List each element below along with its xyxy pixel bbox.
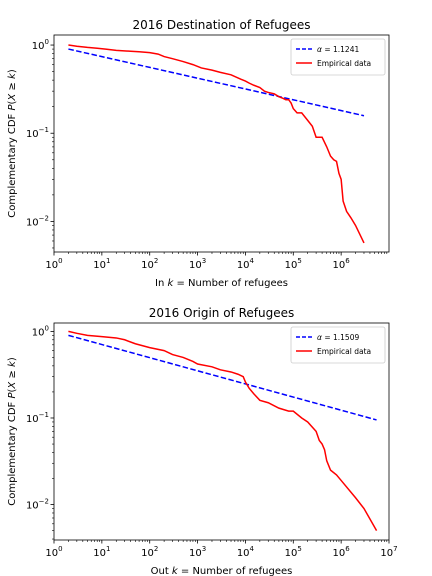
x-tick-label: 102 xyxy=(141,257,158,271)
x-tick-label: 102 xyxy=(141,545,158,559)
y-axis-label: Complementary CDF P(X ≥ k) xyxy=(7,69,18,218)
legend-label: Empirical data xyxy=(317,59,371,68)
y-tick-label: 100 xyxy=(32,38,49,52)
x-axis-label: Out k = Number of refugees xyxy=(151,566,293,576)
power-law-fit-line xyxy=(68,334,377,421)
empirical-data-line xyxy=(68,44,365,244)
x-tick-label: 104 xyxy=(237,257,255,271)
legend-label: α = 1.1509 xyxy=(317,333,359,342)
x-tick-label: 101 xyxy=(93,545,110,559)
legend-label: α = 1.1241 xyxy=(317,45,359,54)
x-tick-label: 106 xyxy=(333,545,351,559)
x-tick-label: 106 xyxy=(333,257,351,271)
legend-box xyxy=(290,38,386,76)
x-tick-label: 105 xyxy=(285,545,302,559)
chart-2: 100 101 102 103 104 105 106 107 100 10−1 10−2 2016 … xyxy=(7,306,398,576)
y-tick-label: 10−2 xyxy=(26,498,49,512)
legend: α = 1.1241 Empirical data xyxy=(290,38,386,76)
power-law-fit-line xyxy=(68,48,365,117)
x-tick-label: 105 xyxy=(285,257,302,271)
y-tick-label: 10−2 xyxy=(26,214,49,228)
y-tick-label: 100 xyxy=(32,324,49,338)
chart-1: 100 101 102 103 104 105 106 100 10−1 10−2 2016 Des… xyxy=(7,18,390,289)
x-tick-label: 107 xyxy=(380,545,397,559)
x-tick-label: 101 xyxy=(93,257,110,271)
legend-label: Empirical data xyxy=(317,347,371,356)
x-tick-label: 104 xyxy=(237,545,255,559)
legend-box xyxy=(290,326,386,364)
empirical-data-line xyxy=(68,330,378,532)
x-tick-label: 100 xyxy=(45,257,62,271)
y-axis-label: Complementary CDF P(X ≥ k) xyxy=(7,357,18,506)
axes-frame xyxy=(53,34,390,253)
legend: α = 1.1509 Empirical data xyxy=(290,326,386,364)
x-tick-label: 100 xyxy=(45,545,62,559)
y-tick-label: 10−1 xyxy=(26,411,49,425)
chart-title: 2016 Destination of Refugees xyxy=(132,18,310,32)
x-axis-label: In k = Number of refugees xyxy=(155,278,288,289)
chart-title: 2016 Origin of Refugees xyxy=(149,306,294,320)
y-tick-label: 10−1 xyxy=(26,126,49,140)
x-tick-label: 103 xyxy=(189,257,206,271)
x-tick-label: 103 xyxy=(189,545,206,559)
